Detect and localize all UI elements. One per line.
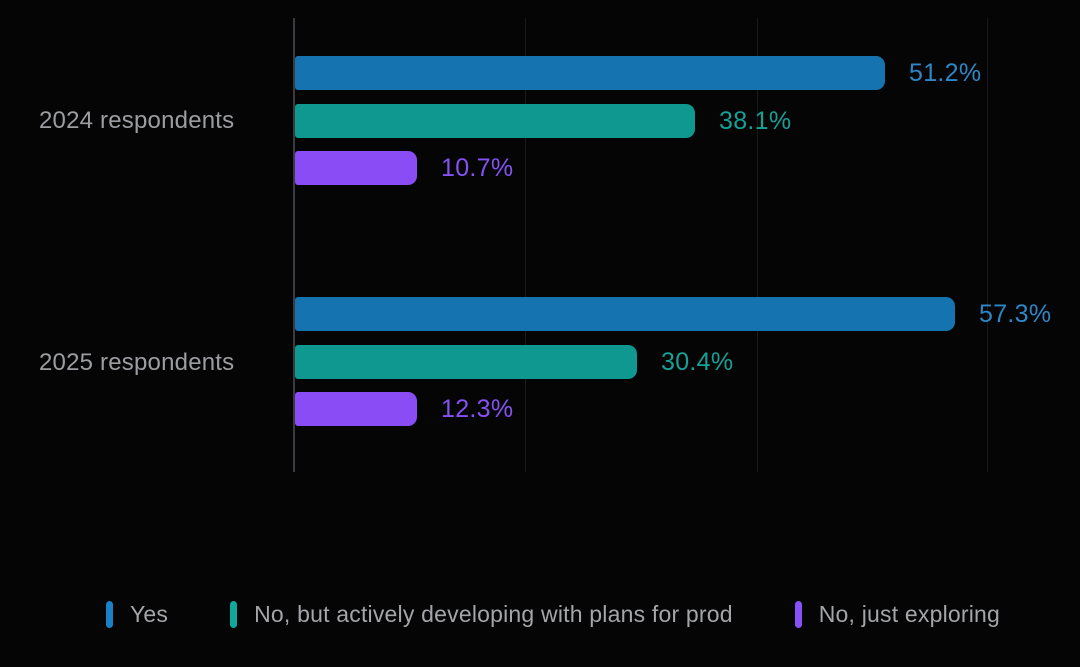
bar-row-2024-yes: 51.2% (295, 56, 981, 90)
gridline-60pct (987, 18, 988, 472)
bar-2025-yes[interactable] (295, 297, 955, 331)
bar-2025-exploring[interactable] (295, 392, 417, 426)
legend-label: Yes (130, 601, 169, 627)
bar-row-2025-developing: 30.4% (295, 345, 733, 379)
bar-2024-exploring[interactable] (295, 151, 417, 185)
bar-value-label: 51.2% (909, 58, 982, 87)
legend-marker-developing (230, 601, 238, 628)
bar-value-label: 12.3% (441, 394, 514, 423)
bar-row-2024-exploring: 10.7% (295, 151, 513, 185)
gridline-40pct (757, 18, 758, 472)
legend-item-yes[interactable]: Yes (106, 601, 168, 628)
bar-value-label: 30.4% (661, 347, 734, 376)
bar-2025-developing[interactable] (295, 345, 637, 379)
bar-2024-yes[interactable] (295, 56, 885, 90)
bar-value-label: 57.3% (979, 299, 1052, 328)
legend: Yes No, but actively developing with pla… (106, 601, 1000, 628)
legend-item-developing[interactable]: No, but actively developing with plans f… (230, 601, 733, 628)
category-label-2025: 2025 respondents (39, 349, 235, 376)
bar-value-label: 10.7% (441, 153, 514, 182)
legend-label: No, just exploring (818, 601, 1001, 627)
legend-marker-yes (106, 601, 113, 628)
legend-label: No, but actively developing with plans f… (254, 601, 733, 627)
bar-row-2025-exploring: 12.3% (295, 392, 513, 426)
bar-row-2025-yes: 57.3% (295, 297, 1051, 331)
gridline-20pct (525, 18, 526, 472)
y-axis-line (293, 18, 295, 472)
legend-item-exploring[interactable]: No, just exploring (794, 601, 1001, 628)
legend-marker-exploring (794, 601, 802, 628)
bar-value-label: 38.1% (719, 106, 792, 135)
category-label-2024: 2024 respondents (39, 107, 235, 134)
bar-row-2024-developing: 38.1% (295, 104, 791, 138)
bar-2024-developing[interactable] (295, 104, 695, 138)
